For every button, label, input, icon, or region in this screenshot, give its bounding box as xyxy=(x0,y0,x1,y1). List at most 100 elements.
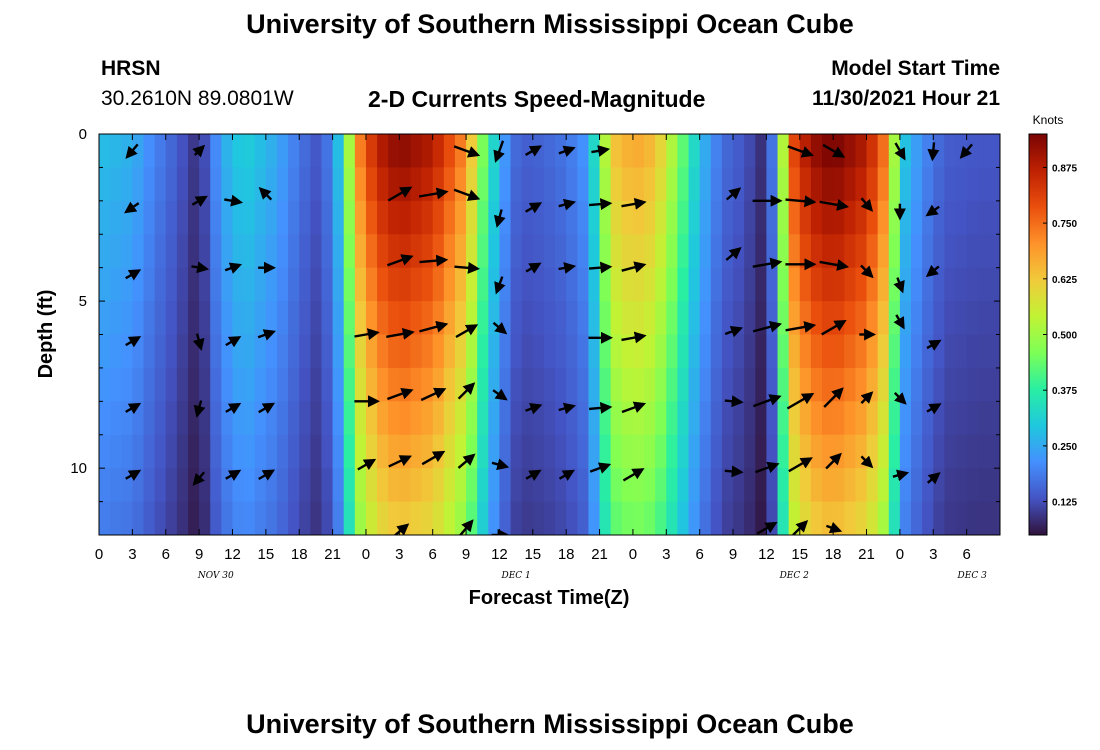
heatmap-cell xyxy=(210,167,222,202)
heatmap-cell xyxy=(532,334,545,369)
heatmap-cell xyxy=(310,468,323,503)
heatmap-cell xyxy=(699,468,712,503)
date-label: DEC 2 xyxy=(779,571,810,581)
current-vector-arrow xyxy=(357,458,377,471)
heatmap-cell xyxy=(677,367,690,402)
heatmap-cell xyxy=(288,167,300,202)
current-vector-arrow xyxy=(892,469,910,482)
heatmap-cell xyxy=(110,401,122,436)
heatmap-cell xyxy=(566,200,578,235)
heatmap-cell xyxy=(666,301,679,336)
heatmap-cell xyxy=(955,301,968,336)
heatmap-cell xyxy=(299,301,311,336)
heatmap-cell xyxy=(944,167,957,202)
current-vector-arrow xyxy=(588,261,613,274)
heatmap-cell xyxy=(165,301,178,336)
heatmap-cell xyxy=(243,267,256,302)
heatmap-cell xyxy=(310,200,323,235)
heatmap-cell xyxy=(432,200,445,235)
heatmap-cell xyxy=(165,367,178,402)
heatmap-cell xyxy=(132,167,145,202)
heatmap-cell xyxy=(755,468,767,503)
heatmap-cell xyxy=(432,367,445,402)
current-vector-arrow xyxy=(785,195,817,208)
heatmap-cell xyxy=(521,267,534,302)
heatmap-cell xyxy=(632,468,645,503)
heatmap-cell xyxy=(232,334,245,369)
heatmap-cell xyxy=(922,367,934,402)
heatmap-cell xyxy=(265,401,278,436)
heatmap-cell xyxy=(966,501,979,535)
heatmap-cell xyxy=(99,468,111,503)
heatmap-cell xyxy=(944,200,957,235)
current-vector-arrow xyxy=(860,455,874,469)
heatmap-cell xyxy=(410,301,423,336)
heatmap-cell xyxy=(944,334,957,369)
model-start-label: Model Start Time xyxy=(831,57,1000,80)
heatmap-cell xyxy=(833,200,845,235)
heatmap-cell xyxy=(232,134,245,169)
current-vector-arrow xyxy=(825,521,843,534)
heatmap-cell xyxy=(354,200,367,235)
heatmap-cell xyxy=(855,401,868,436)
heatmap-cell xyxy=(710,200,723,235)
heatmap-cell xyxy=(966,234,979,269)
heatmap-cell xyxy=(454,501,467,535)
heatmap-cell xyxy=(877,501,890,535)
heatmap-cell xyxy=(443,501,456,535)
heatmap-cell xyxy=(799,234,812,269)
current-vector-arrow xyxy=(125,143,139,159)
current-speed-chart: 0 3 6 9 12 15 18 21 0 3 6 9 12 15 18 21 0 3 6 9 12 15 18 21 0 3 6 N… xyxy=(35,113,1077,609)
heatmap-cell xyxy=(555,167,567,202)
heatmap-cell xyxy=(488,301,501,336)
heatmap-cell xyxy=(822,401,834,436)
current-vector-arrow xyxy=(386,254,414,267)
heatmap-cell xyxy=(799,501,812,535)
heatmap-cell xyxy=(844,501,856,535)
heatmap-cell xyxy=(699,267,712,302)
heatmap-cell xyxy=(310,334,323,369)
heatmap-cell xyxy=(810,434,823,469)
heatmap-cell xyxy=(265,334,278,369)
heatmap-cell xyxy=(210,434,222,469)
heatmap-cell xyxy=(343,434,356,469)
heatmap-cell xyxy=(187,401,200,436)
heatmap-cell xyxy=(276,234,289,269)
heatmap-cell xyxy=(899,501,912,535)
heatmap-cell xyxy=(321,267,334,302)
heatmap-cell xyxy=(421,468,434,503)
heatmap-cell xyxy=(599,401,612,436)
heatmap-cell xyxy=(365,401,378,436)
heatmap-cell xyxy=(365,434,378,469)
heatmap-cell xyxy=(644,334,656,369)
heatmap-cell xyxy=(432,267,445,302)
heatmap-cell xyxy=(588,434,601,469)
current-vector-arrow xyxy=(420,387,447,402)
heatmap-cell xyxy=(799,401,812,436)
heatmap-cell xyxy=(276,468,289,503)
heatmap-cell xyxy=(566,401,578,436)
heatmap-cell xyxy=(199,134,211,169)
current-vector-arrow xyxy=(191,261,210,274)
heatmap-cell xyxy=(365,301,378,336)
heatmap-cell xyxy=(733,167,745,202)
heatmap-cell xyxy=(466,301,478,336)
heatmap-cell xyxy=(121,501,133,535)
heatmap-cell xyxy=(99,367,111,402)
heatmap-cell xyxy=(933,200,945,235)
heatmap-cell xyxy=(288,401,300,436)
heatmap-cell xyxy=(499,468,512,503)
heatmap-cell xyxy=(443,134,456,169)
heatmap-cell xyxy=(421,401,434,436)
heatmap-cell xyxy=(688,501,701,535)
heatmap-cell xyxy=(165,267,178,302)
x-tick-label: 21 xyxy=(324,546,341,563)
heatmap-cell xyxy=(510,401,523,436)
heatmap-cell xyxy=(688,167,701,202)
heatmap-cell xyxy=(410,200,423,235)
x-tick-label: 0 xyxy=(896,546,904,563)
x-tick-label: 6 xyxy=(962,546,970,563)
heatmap-cell xyxy=(332,267,345,302)
heatmap-cell xyxy=(555,434,567,469)
current-vector-arrow xyxy=(558,198,577,211)
